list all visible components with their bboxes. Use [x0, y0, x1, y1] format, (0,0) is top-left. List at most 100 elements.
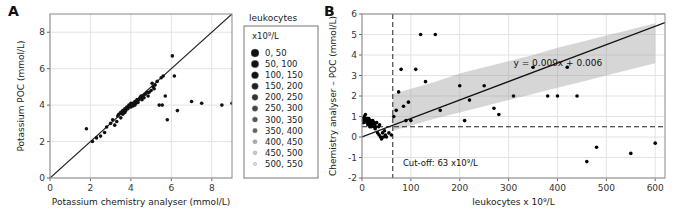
point	[152, 87, 156, 91]
point	[407, 100, 411, 104]
point	[404, 119, 408, 123]
key-swatch	[253, 162, 256, 165]
grid-line	[50, 105, 232, 106]
point	[105, 125, 109, 129]
grid-line	[362, 137, 665, 138]
key-label: 100, 150	[265, 70, 303, 80]
x-axis-label: leukocytes x 10⁹/L	[472, 197, 554, 207]
point	[149, 89, 153, 93]
point	[142, 96, 146, 100]
key-swatch	[253, 128, 258, 133]
point	[176, 109, 180, 113]
point	[119, 116, 123, 120]
tick-label: 0	[39, 173, 45, 183]
point	[190, 100, 194, 104]
point	[85, 127, 89, 131]
key-label: 450, 500	[265, 148, 303, 158]
tick-label: 0	[351, 132, 357, 142]
chart: 0246802468Potassium chemistry analyser (…	[0, 0, 675, 220]
point	[385, 135, 389, 139]
tick-label: 5	[351, 30, 357, 40]
key-label: 500, 550	[265, 159, 303, 169]
point	[378, 123, 382, 127]
panel: 0246802468Potassium chemistry analyser (…	[8, 3, 234, 207]
point	[173, 74, 177, 78]
plot-area	[50, 14, 232, 178]
grid-line	[50, 68, 232, 69]
key-box	[244, 26, 318, 178]
key-label: 150, 200	[265, 81, 303, 91]
point	[492, 107, 496, 111]
point	[161, 74, 165, 78]
point	[155, 80, 159, 84]
grid-line	[211, 14, 212, 178]
y-axis-label: Potassium POC (mmol/L)	[16, 40, 26, 151]
point	[109, 122, 113, 126]
reference-line	[362, 126, 665, 127]
tick-label: 3	[351, 71, 357, 81]
point	[111, 118, 115, 122]
x-axis-label: Potassium chemistry analyser (mmol/L)	[52, 197, 230, 207]
plot-area	[362, 14, 665, 178]
point	[113, 123, 117, 127]
point	[375, 121, 379, 125]
key-swatch	[252, 94, 258, 100]
point	[146, 94, 150, 98]
grid-line	[90, 14, 91, 178]
regression-label: y = 0.009x + 0.006	[514, 58, 603, 68]
point	[575, 94, 579, 98]
grid-line	[50, 141, 232, 142]
grid-line	[50, 32, 232, 33]
cutoff-label: Cut-off: 63 x10⁹/L	[403, 158, 478, 168]
point	[163, 94, 167, 98]
tick-label: 4	[39, 100, 45, 110]
panel-title: B	[324, 3, 335, 19]
tick-label: 300	[500, 183, 517, 193]
point	[409, 119, 413, 123]
tick-label: 0	[47, 183, 53, 193]
tick-label: 200	[451, 183, 468, 193]
point	[390, 133, 394, 137]
plot-frame	[362, 14, 665, 178]
tick-label: 8	[39, 27, 45, 37]
tick-label: 1	[351, 112, 357, 122]
key-swatch	[251, 72, 258, 79]
key-label: 400, 450	[265, 137, 303, 147]
point	[171, 54, 175, 58]
key-swatch	[251, 49, 259, 57]
confidence-band	[393, 23, 655, 131]
point	[482, 84, 486, 88]
point	[364, 113, 368, 117]
tick-label: -2	[348, 173, 357, 183]
point	[91, 140, 95, 144]
point	[150, 81, 154, 85]
tick-label: 4	[351, 50, 357, 60]
key-swatch	[253, 151, 257, 155]
point	[585, 160, 589, 164]
panel-title: A	[8, 3, 19, 19]
key-label: 0, 50	[265, 48, 287, 58]
tick-label: 500	[598, 183, 615, 193]
point	[402, 104, 406, 108]
tick-label: 0	[359, 183, 365, 193]
point	[468, 98, 472, 102]
point	[115, 120, 119, 124]
tick-label: 2	[351, 91, 357, 101]
point	[200, 101, 204, 105]
point	[414, 68, 418, 72]
tick-label: 6	[168, 183, 174, 193]
tick-label: 400	[549, 183, 566, 193]
point	[512, 94, 516, 98]
key-label: 250, 300	[265, 103, 303, 113]
point	[653, 141, 657, 145]
tick-label: 100	[402, 183, 419, 193]
color-key: leukocytesx10⁹/L0, 5050, 100100, 150150,…	[244, 13, 318, 178]
point	[399, 68, 403, 72]
point	[458, 84, 462, 88]
point	[438, 109, 442, 113]
point	[424, 80, 428, 84]
key-label: 350, 400	[265, 126, 303, 136]
key-label: 300, 350	[265, 115, 303, 125]
point	[463, 119, 467, 123]
grid-line	[130, 14, 131, 178]
